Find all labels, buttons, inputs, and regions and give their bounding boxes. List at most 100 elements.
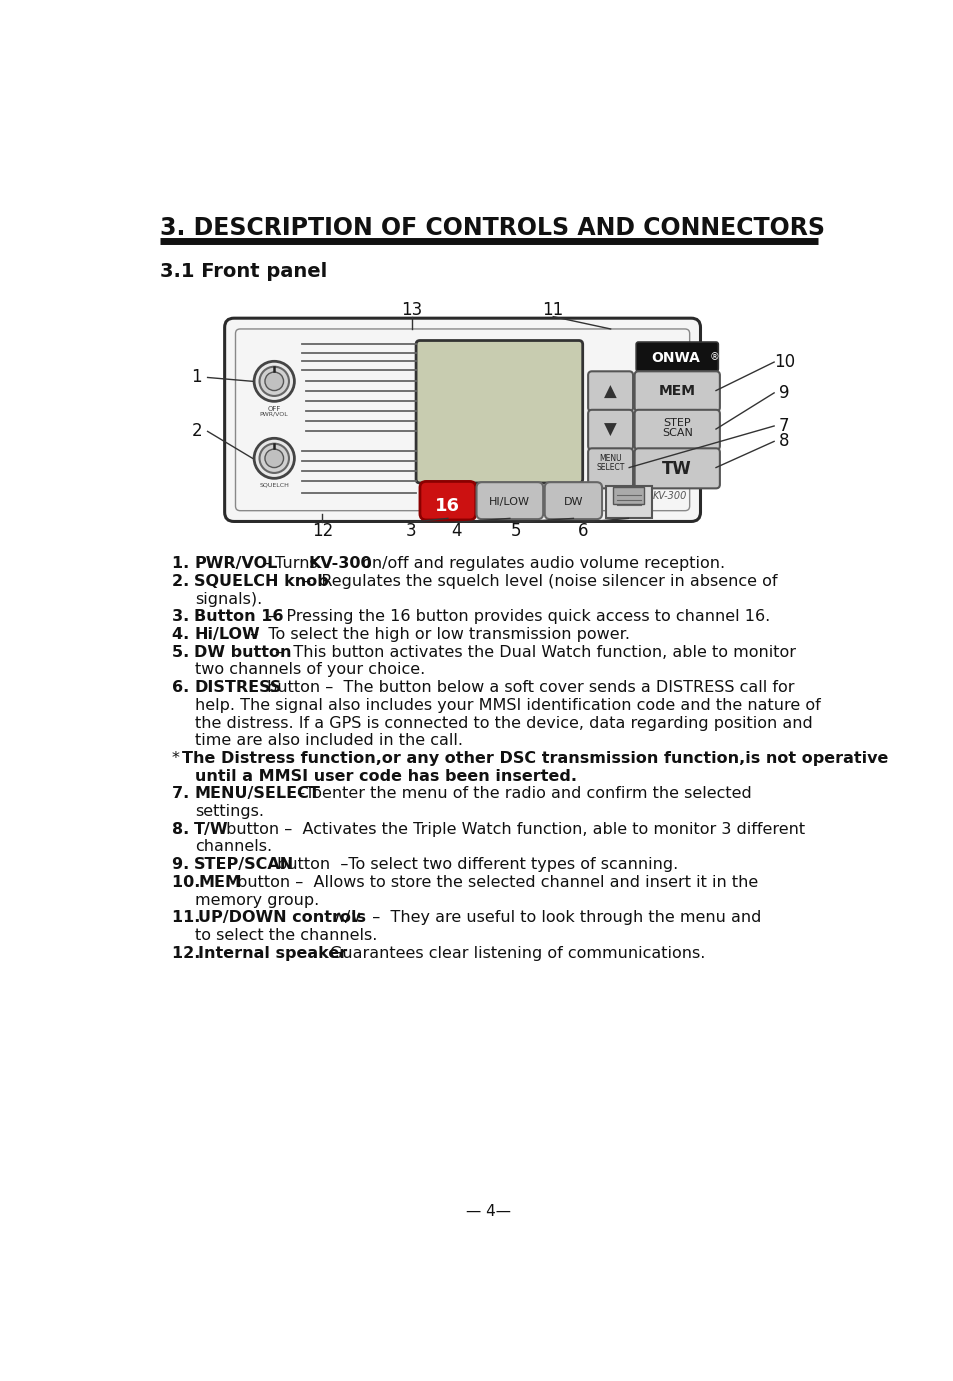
Text: KV-300: KV-300 bbox=[652, 490, 686, 501]
Text: 11: 11 bbox=[542, 301, 563, 319]
Text: Button 16: Button 16 bbox=[193, 609, 283, 624]
Text: SCAN: SCAN bbox=[661, 428, 692, 438]
Text: 3: 3 bbox=[405, 522, 416, 540]
Text: the distress. If a GPS is connected to the device, data regarding position and: the distress. If a GPS is connected to t… bbox=[195, 715, 812, 731]
Text: PWR/VOL: PWR/VOL bbox=[259, 412, 289, 416]
Text: HI/LOW: HI/LOW bbox=[489, 497, 530, 507]
Text: 6: 6 bbox=[577, 522, 587, 540]
Text: 4.: 4. bbox=[172, 627, 200, 642]
Text: button –  The button below a soft cover sends a DISTRESS call for: button – The button below a soft cover s… bbox=[261, 679, 794, 695]
FancyBboxPatch shape bbox=[476, 482, 542, 519]
Text: help. The signal also includes your MMSI identification code and the nature of: help. The signal also includes your MMSI… bbox=[195, 697, 821, 713]
Text: 7: 7 bbox=[779, 417, 789, 435]
Text: 3.1 Front panel: 3.1 Front panel bbox=[159, 262, 327, 280]
Text: –  Pressing the 16 button provides quick access to channel 16.: – Pressing the 16 button provides quick … bbox=[263, 609, 770, 624]
Text: UP/DOWN controls: UP/DOWN controls bbox=[198, 910, 366, 925]
Text: SQUELCH knob: SQUELCH knob bbox=[193, 574, 329, 588]
Text: MENU/SELECT: MENU/SELECT bbox=[193, 786, 319, 801]
Text: to select the channels.: to select the channels. bbox=[195, 928, 377, 943]
Circle shape bbox=[253, 438, 294, 478]
Text: 11.: 11. bbox=[172, 910, 206, 925]
Text: SELECT: SELECT bbox=[596, 463, 624, 472]
Circle shape bbox=[265, 371, 283, 391]
Text: ®: ® bbox=[709, 352, 719, 362]
Text: 3.: 3. bbox=[172, 609, 200, 624]
Text: –  To select the high or low transmission power.: – To select the high or low transmission… bbox=[245, 627, 629, 642]
Text: 5.: 5. bbox=[172, 645, 200, 660]
Text: button –  Activates the Triple Watch function, able to monitor 3 different: button – Activates the Triple Watch func… bbox=[220, 822, 804, 837]
Text: 16: 16 bbox=[435, 497, 460, 515]
Text: –Toenter the menu of the radio and confirm the selected: –Toenter the menu of the radio and confi… bbox=[292, 786, 751, 801]
Text: KV-300: KV-300 bbox=[308, 557, 372, 572]
FancyBboxPatch shape bbox=[419, 482, 476, 519]
Text: SQUELCH: SQUELCH bbox=[259, 483, 289, 487]
Text: signals).: signals). bbox=[195, 591, 262, 606]
Text: The Distress function,or any other DSC transmission function,is not operative: The Distress function,or any other DSC t… bbox=[182, 751, 887, 766]
FancyBboxPatch shape bbox=[224, 318, 700, 522]
Text: 9: 9 bbox=[779, 384, 789, 402]
Text: ∧/∨  –  They are useful to look through the menu and: ∧/∨ – They are useful to look through th… bbox=[328, 910, 761, 925]
Text: settings.: settings. bbox=[195, 804, 264, 819]
Text: Internal speaker: Internal speaker bbox=[198, 946, 347, 961]
FancyBboxPatch shape bbox=[544, 482, 601, 519]
Text: 4: 4 bbox=[451, 522, 461, 540]
Text: PWR/VOL: PWR/VOL bbox=[193, 557, 277, 572]
Text: channels.: channels. bbox=[195, 840, 272, 855]
Text: 5: 5 bbox=[510, 522, 520, 540]
Text: DW button: DW button bbox=[193, 645, 292, 660]
Text: 1.: 1. bbox=[172, 557, 200, 572]
FancyBboxPatch shape bbox=[634, 410, 720, 450]
Circle shape bbox=[259, 443, 289, 472]
Text: button  –To select two different types of scanning.: button –To select two different types of… bbox=[272, 858, 678, 873]
Text: 9.: 9. bbox=[172, 858, 200, 873]
Circle shape bbox=[253, 362, 294, 402]
Text: MEM: MEM bbox=[659, 384, 695, 398]
Text: - Turns: - Turns bbox=[258, 557, 322, 572]
Text: 8: 8 bbox=[779, 432, 789, 450]
Text: button –  Allows to store the selected channel and insert it in the: button – Allows to store the selected ch… bbox=[232, 876, 757, 889]
Text: 6.: 6. bbox=[172, 679, 200, 695]
Text: 1: 1 bbox=[192, 369, 202, 387]
Text: TW: TW bbox=[661, 460, 691, 478]
Text: 13: 13 bbox=[401, 301, 422, 319]
Text: 2.: 2. bbox=[172, 574, 200, 588]
FancyBboxPatch shape bbox=[587, 371, 633, 412]
Text: 10: 10 bbox=[773, 354, 794, 371]
FancyBboxPatch shape bbox=[634, 371, 720, 412]
Text: memory group.: memory group. bbox=[195, 892, 319, 907]
Text: 10.: 10. bbox=[172, 876, 206, 889]
Text: OFF: OFF bbox=[267, 406, 280, 412]
Text: 12: 12 bbox=[312, 522, 333, 540]
Text: on/off and regulates audio volume reception.: on/off and regulates audio volume recept… bbox=[357, 557, 725, 572]
Text: ▼: ▼ bbox=[603, 421, 617, 439]
Text: –  Regulates the squelch level (noise silencer in absence of: – Regulates the squelch level (noise sil… bbox=[298, 574, 777, 588]
Circle shape bbox=[265, 449, 283, 468]
Text: 7.: 7. bbox=[172, 786, 200, 801]
Text: MENU: MENU bbox=[598, 454, 621, 463]
Text: *: * bbox=[172, 751, 185, 766]
Text: — 4—: — 4— bbox=[466, 1204, 511, 1218]
Text: Hi/LOW: Hi/LOW bbox=[193, 627, 259, 642]
FancyBboxPatch shape bbox=[634, 449, 720, 489]
FancyBboxPatch shape bbox=[605, 486, 651, 518]
Text: 2: 2 bbox=[192, 423, 202, 441]
Text: DW: DW bbox=[563, 497, 582, 507]
Text: 12.: 12. bbox=[172, 946, 206, 961]
Text: ONWA: ONWA bbox=[651, 351, 700, 365]
Text: ▲: ▲ bbox=[603, 383, 617, 400]
Text: –  This button activates the Dual Watch function, able to monitor: – This button activates the Dual Watch f… bbox=[270, 645, 795, 660]
Text: 3. DESCRIPTION OF CONTROLS AND CONNECTORS: 3. DESCRIPTION OF CONTROLS AND CONNECTOR… bbox=[159, 215, 823, 240]
FancyBboxPatch shape bbox=[612, 487, 643, 504]
Text: - Guarantees clear listening of communications.: - Guarantees clear listening of communic… bbox=[314, 946, 704, 961]
Text: T/W: T/W bbox=[193, 822, 229, 837]
Text: until a MMSI user code has been inserted.: until a MMSI user code has been inserted… bbox=[195, 769, 577, 783]
Text: STEP/SCAN: STEP/SCAN bbox=[193, 858, 294, 873]
Circle shape bbox=[259, 367, 289, 396]
Text: 8.: 8. bbox=[172, 822, 200, 837]
FancyBboxPatch shape bbox=[587, 449, 633, 489]
Text: MEM: MEM bbox=[198, 876, 241, 889]
Text: STEP: STEP bbox=[662, 417, 690, 428]
FancyBboxPatch shape bbox=[416, 341, 582, 483]
Text: time are also included in the call.: time are also included in the call. bbox=[195, 733, 463, 749]
Text: two channels of your choice.: two channels of your choice. bbox=[195, 663, 425, 677]
